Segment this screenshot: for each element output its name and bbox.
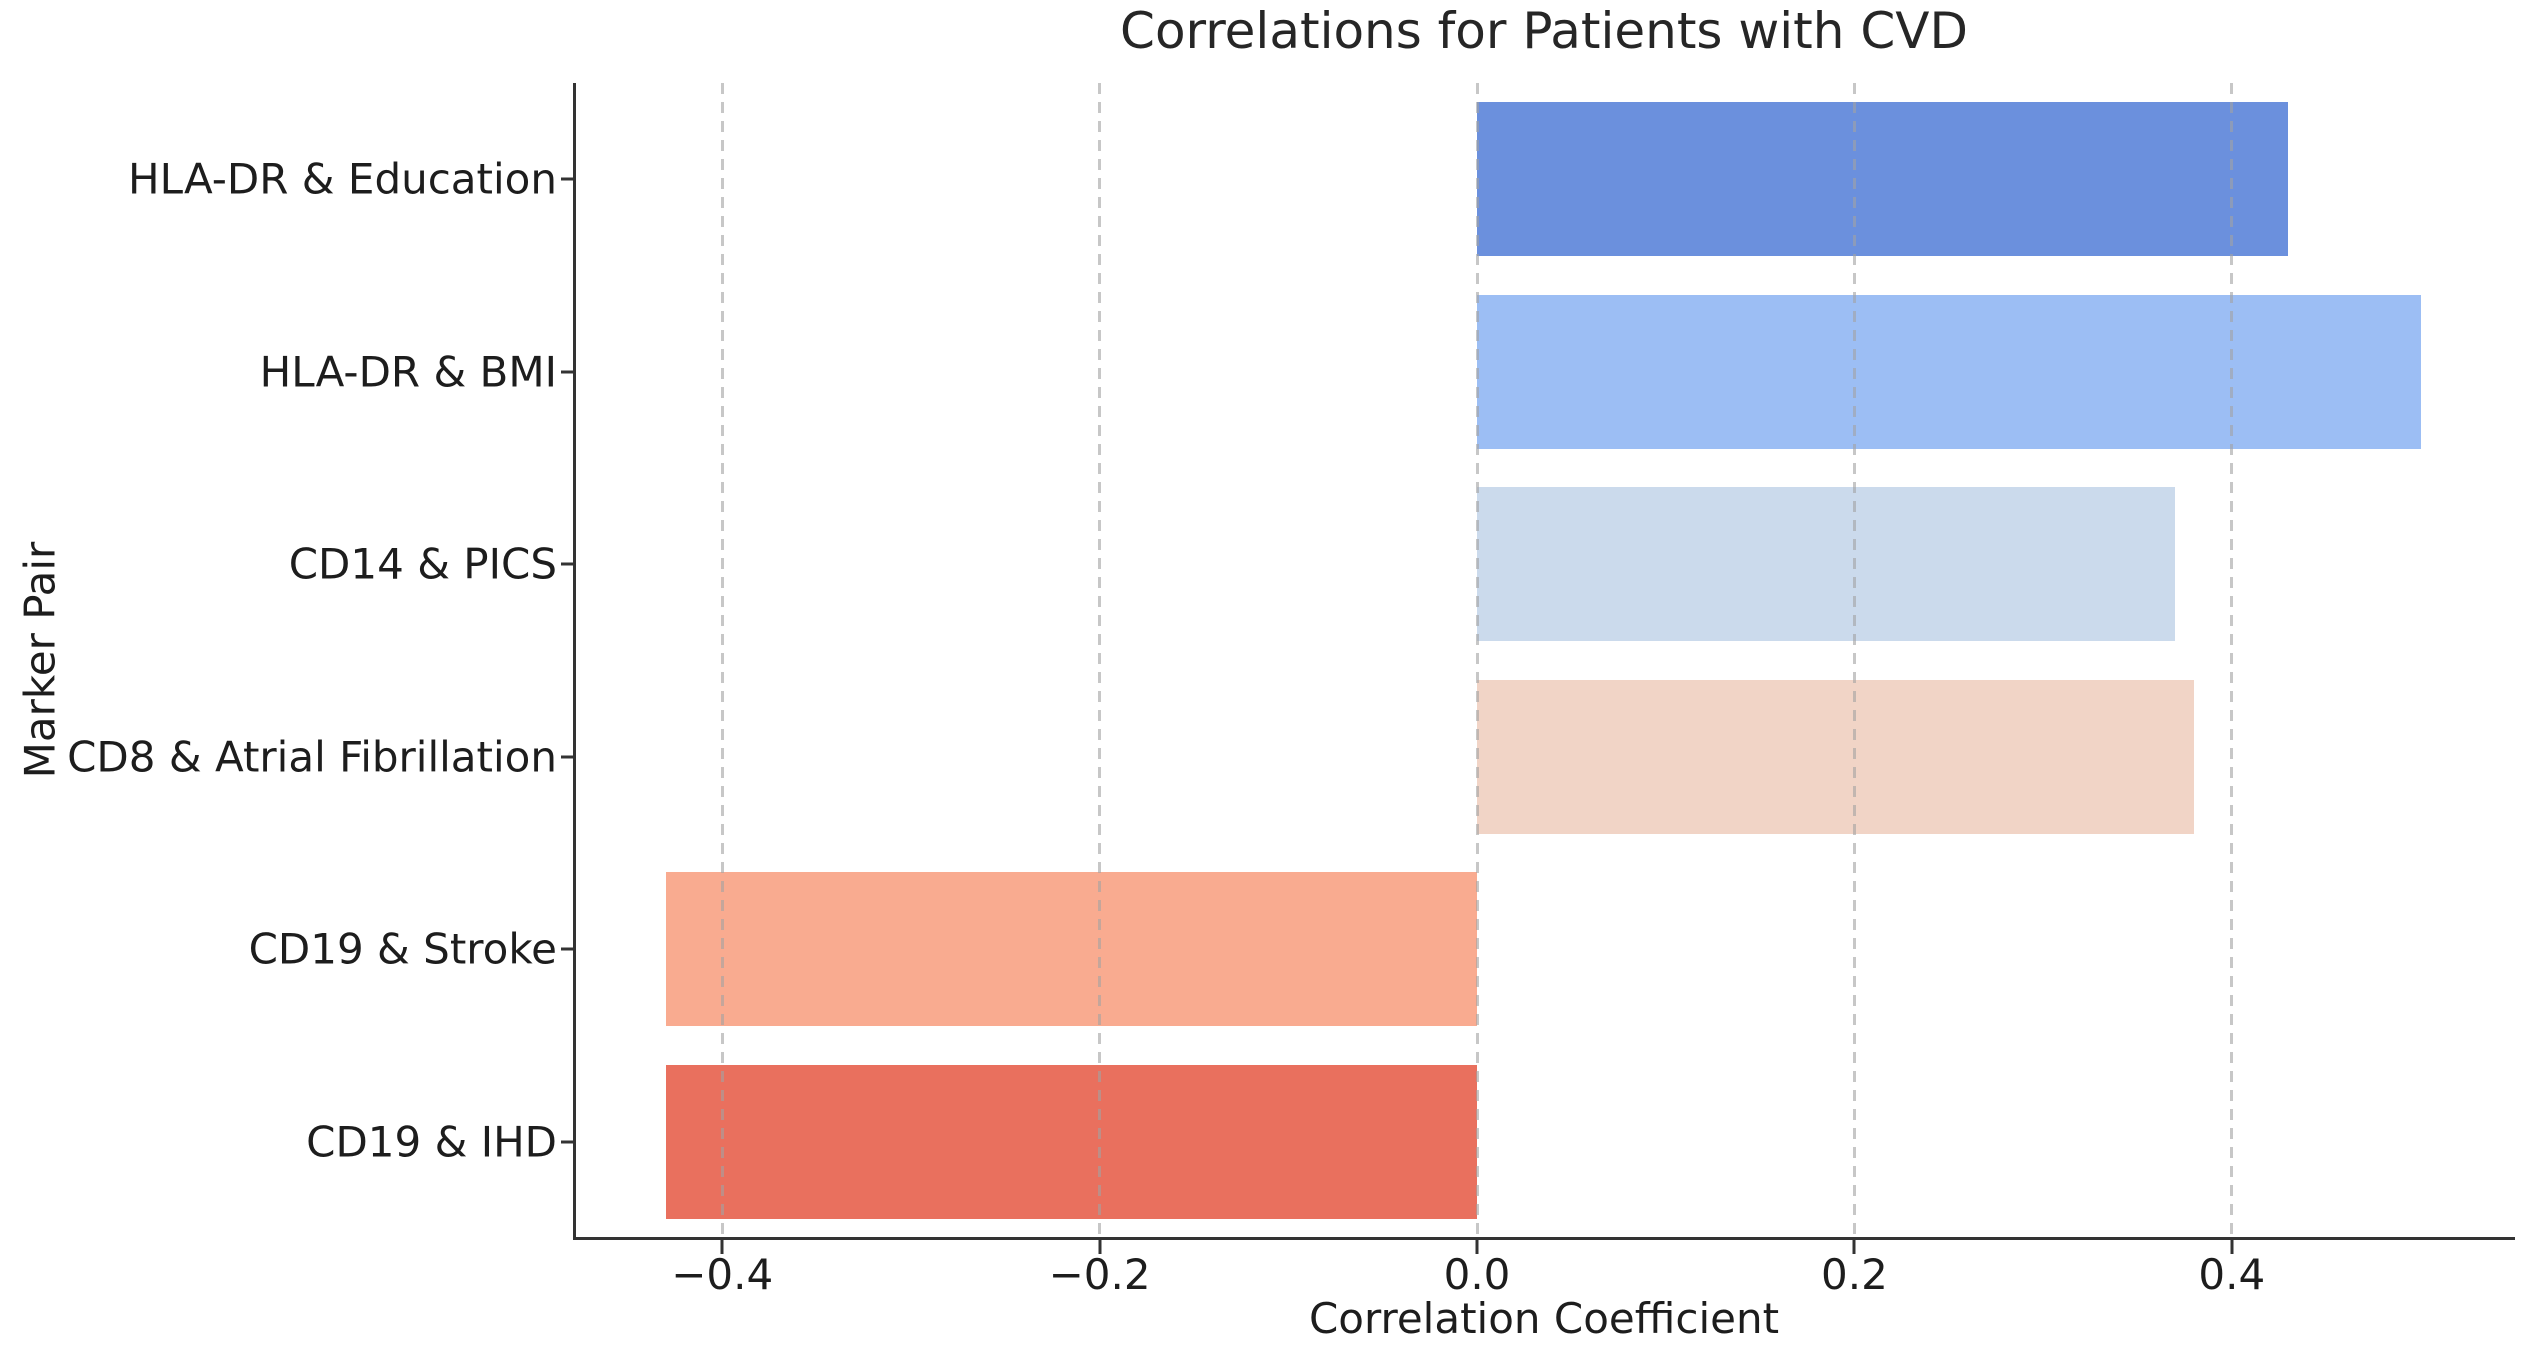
bar-cd8-atrial-fibrillation [1477,679,2195,834]
y-tick [561,755,573,759]
x-tick [1475,1240,1479,1254]
gridline-x-−0.2 [1098,83,1102,1237]
bar-cd14-pics [1477,487,2176,642]
x-tick-label: 0.0 [1443,1250,1511,1299]
bar-cd19-ihd [665,1064,1477,1219]
x-tick-label: −0.4 [671,1250,774,1299]
x-tick-label: 0.2 [1821,1250,1888,1299]
y-tick-label: CD19 & Stroke [248,924,557,974]
y-tick [561,370,573,374]
y-tick [561,177,573,181]
y-tick [561,562,573,566]
y-tick-label: CD8 & Atrial Fibrillation [67,732,557,782]
x-tick-label: −0.2 [1048,1250,1151,1299]
x-tick [2230,1240,2234,1254]
y-tick-label: CD14 & PICS [288,539,557,589]
gridline-x-0.0 [1475,83,1479,1237]
x-tick [1098,1240,1102,1254]
bar-cd19-stroke [665,872,1477,1027]
x-tick-label: 0.4 [2198,1250,2266,1299]
chart-title: Correlations for Patients with CVD [1120,2,1968,60]
y-tick [561,1140,573,1144]
x-tick [1852,1240,1856,1254]
x-axis-spine [573,1237,2515,1240]
gridline-x-−0.4 [720,83,724,1237]
y-tick-label: HLA-DR & BMI [259,347,557,397]
gridline-x-0.2 [1852,83,1856,1237]
y-tick-label: CD19 & IHD [306,1117,557,1167]
gridline-x-0.4 [2230,83,2234,1237]
y-axis-label: Marker Pair [15,541,65,779]
x-tick [720,1240,724,1254]
y-axis-spine [573,83,576,1240]
y-tick [561,947,573,951]
bar-hla-dr-bmi [1477,294,2421,449]
y-tick-label: HLA-DR & Education [128,154,557,204]
x-axis-label: Correlation Coefficient [1308,1294,1780,1343]
bar-hla-dr-education [1477,102,2289,257]
